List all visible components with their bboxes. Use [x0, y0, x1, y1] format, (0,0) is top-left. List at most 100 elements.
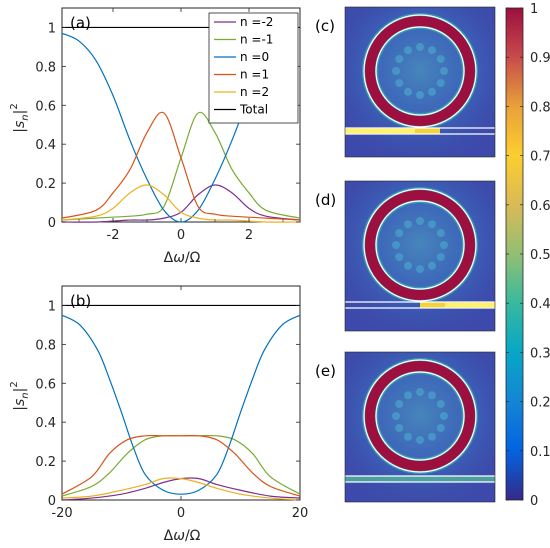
mode-lobe — [428, 391, 436, 400]
series-line-n2 — [61, 477, 301, 501]
y-tick-label: 0 — [48, 216, 56, 231]
ring-outline-outer — [363, 359, 477, 473]
ring-outline-outer — [363, 14, 477, 128]
panel-a: (a) 0 0.2 0.4 0.6 0.8 1 -2 0 2 Δω/Ω |sn|2 n =-2… — [9, 7, 301, 266]
ring-outline-inner — [375, 26, 465, 116]
y-tick-label: 0.2 — [35, 177, 56, 192]
legend-entry: Total — [239, 103, 268, 117]
colorbar-tick-label: 0.6 — [530, 199, 550, 214]
mode-lobe — [416, 265, 424, 273]
panel-label-a: (a) — [70, 14, 91, 32]
y-axis-label-a: |sn|2 — [9, 103, 31, 132]
mode-lobe — [404, 46, 412, 55]
map-frame — [344, 6, 496, 158]
panel-label-b: (b) — [70, 292, 91, 310]
mode-lobe — [395, 253, 404, 261]
legend-entry: n =1 — [240, 68, 269, 82]
series-line-n1 — [61, 111, 301, 221]
ring-outline-inner — [375, 200, 465, 290]
mode-lobe — [416, 217, 424, 225]
legend-box — [208, 12, 299, 124]
mode-lobe — [395, 79, 404, 87]
map-frame — [344, 180, 496, 332]
legend-entry: n =-2 — [240, 15, 273, 29]
ring-resonator — [365, 190, 475, 300]
legend-entry: n =2 — [240, 85, 269, 99]
mode-lobe — [404, 220, 412, 229]
legend: n =-2 n =-1 n =0 n =1 n =2 Total — [208, 12, 299, 124]
mode-lobe — [436, 253, 445, 261]
mode-lobe — [404, 87, 412, 96]
mode-lobe — [416, 91, 424, 99]
field-map-e: (e) — [315, 351, 496, 503]
colorbar-tick-label: 0.8 — [530, 100, 550, 115]
waveguide-field-core — [445, 303, 495, 307]
colorbar-tick-label: 0.2 — [530, 396, 550, 411]
ring-outline-inner — [375, 371, 465, 461]
series-line-n1 — [61, 111, 301, 221]
mode-lobe — [436, 55, 445, 63]
series-line-n2 — [61, 184, 301, 223]
mode-lobe — [395, 424, 404, 432]
y-tick-label: 0.6 — [35, 377, 56, 392]
waveguide-field — [345, 476, 495, 482]
y-tick-label: 0.4 — [35, 138, 56, 153]
mode-lobe — [404, 432, 412, 441]
mode-lobe — [395, 229, 404, 237]
mode-lobe — [428, 87, 436, 96]
mode-lobe — [436, 79, 445, 87]
x-tick-label: 2 — [245, 228, 253, 243]
mode-lobe — [416, 388, 424, 396]
mode-lobe — [436, 400, 445, 408]
mode-lobe — [440, 412, 448, 420]
y-tick-label: 1 — [48, 299, 56, 314]
mode-lobe — [440, 241, 448, 249]
mode-lobe — [428, 220, 436, 229]
series-line-n0 — [61, 32, 250, 223]
colorbar-tick-label: 0.1 — [530, 445, 550, 460]
mode-lobe — [428, 46, 436, 55]
y-tick-label: 0.4 — [35, 416, 56, 431]
mode-lobe — [428, 261, 436, 270]
x-axis-label-a: Δω/Ω — [164, 250, 201, 266]
x-tick-label: 20 — [292, 506, 309, 521]
map-frame — [344, 351, 496, 503]
x-tick-label: -2 — [107, 228, 120, 243]
series-line-n0 — [61, 314, 301, 495]
y-axis-label-b: |sn|2 — [9, 381, 31, 410]
y-tick-label: 1 — [48, 21, 56, 36]
y-tick-label: 0.8 — [35, 60, 56, 75]
y-tick-label: 0.2 — [35, 455, 56, 470]
series-line-n2 — [61, 184, 301, 223]
colorbar-tick-label: 0.5 — [530, 248, 550, 263]
colorbar-tick-label: 0.3 — [530, 346, 550, 361]
mode-lobe — [395, 400, 404, 408]
field-maps: (c) (d) (e) — [315, 6, 496, 503]
colorbar-tick-label: 0.7 — [530, 150, 550, 165]
ring-outline-outer — [363, 188, 477, 302]
waveguide-field-core — [345, 129, 415, 133]
legend-entry: n =-1 — [240, 33, 273, 47]
mode-lobe — [416, 43, 424, 51]
legend-entry: n =0 — [240, 50, 269, 64]
panel-b: (b) 00.20.40.60.81 -20 0 20 Δω/Ω |sn|2 — [9, 285, 309, 544]
colorbar-tick-label: 1 — [530, 2, 538, 17]
y-tick-label: 0.8 — [35, 338, 56, 353]
x-axis-label-b: Δω/Ω — [164, 528, 201, 544]
panel-label-d: (d) — [315, 191, 336, 209]
mode-lobe — [395, 55, 404, 63]
series-line-n1 — [61, 434, 301, 497]
x-tick-label: 0 — [177, 506, 185, 521]
y-tick-label: 0.6 — [35, 99, 56, 114]
colorbar-tick-label: 0.9 — [530, 51, 550, 66]
colorbar-tick-label: 0 — [530, 494, 538, 509]
mode-lobe — [436, 424, 445, 432]
panel-label-e: (e) — [315, 362, 336, 380]
x-tick-label: 0 — [177, 228, 185, 243]
panel-label-c: (c) — [315, 17, 335, 35]
mode-lobe — [392, 412, 400, 420]
field-map-c: (c) — [315, 6, 496, 158]
colorbar-tick-label: 0.4 — [530, 297, 550, 312]
colorbar: 0 0.1 0.2 0.3 0.4 0.5 0.6 0.7 0.8 0.9 1 — [505, 2, 550, 509]
